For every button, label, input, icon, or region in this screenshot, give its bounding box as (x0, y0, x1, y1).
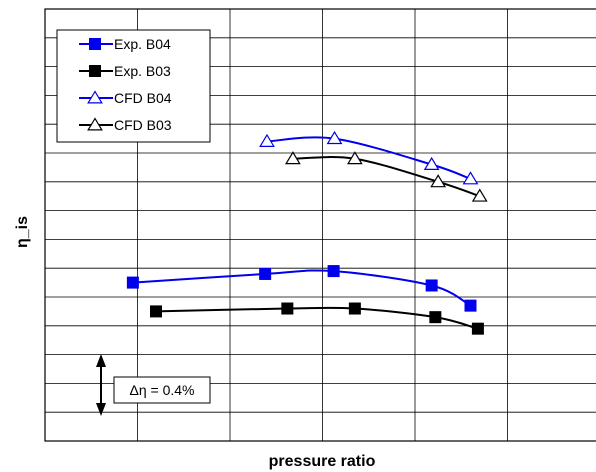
delta-annotation: Δη = 0.4% (96, 354, 211, 416)
data-point-cfd-b03 (430, 174, 447, 188)
plot-frame (44, 8, 596, 442)
data-point-exp-b03 (471, 322, 484, 335)
data-point-cfd-b04 (423, 156, 440, 170)
data-point-cfd-b04 (259, 133, 275, 147)
legend: Exp. B04 Exp. B03 CFD B04 CFD B03 (56, 29, 211, 143)
data-point-cfd-b04 (326, 130, 343, 145)
x-axis-label: pressure ratio (269, 453, 376, 470)
delta-label: Δη = 0.4% (129, 382, 194, 398)
delta-label-box (113, 376, 211, 404)
legend-box (56, 29, 211, 143)
series-layer (126, 130, 488, 335)
delta-arrow-head-top (96, 354, 106, 367)
data-point-exp-b03 (429, 311, 442, 324)
legend-item-exp-b04: Exp. B04 (79, 36, 171, 52)
data-point-exp-b03 (150, 305, 162, 318)
y-axis-label: η_is (14, 216, 31, 248)
data-point-exp-b04 (327, 265, 340, 278)
series-cfd-b04 (259, 130, 479, 185)
data-point-exp-b03 (348, 302, 361, 315)
delta-arrow-head-bottom (96, 403, 106, 416)
legend-swatch-marker (87, 90, 103, 104)
legend-item-exp-b03: Exp. B03 (79, 63, 171, 79)
series-exp-b04 (126, 265, 477, 312)
data-point-exp-b04 (464, 299, 477, 312)
series-exp-b03 (150, 302, 484, 335)
legend-items: Exp. B04 Exp. B03 CFD B04 CFD B03 (79, 36, 172, 133)
data-point-exp-b04 (425, 279, 438, 292)
legend-item-cfd-b04: CFD B04 (79, 90, 172, 106)
series-line-cfd-b04 (266, 136, 471, 180)
legend-swatch-marker (89, 65, 101, 77)
data-point-exp-b04 (126, 276, 139, 289)
legend-label: Exp. B04 (114, 36, 171, 52)
data-point-exp-b04 (259, 267, 272, 280)
data-point-exp-b03 (281, 302, 294, 315)
data-point-cfd-b03 (346, 151, 363, 165)
legend-swatch-marker (87, 117, 103, 131)
data-point-cfd-b04 (462, 171, 479, 185)
series-cfd-b03 (285, 151, 488, 202)
legend-item-cfd-b03: CFD B03 (79, 117, 172, 133)
legend-label: Exp. B03 (114, 63, 171, 79)
legend-swatch-marker (89, 38, 101, 50)
data-point-cfd-b03 (471, 188, 488, 202)
series-line-exp-b03 (155, 306, 479, 330)
legend-label: CFD B03 (114, 117, 172, 133)
legend-label: CFD B04 (114, 90, 172, 106)
series-line-cfd-b03 (292, 156, 481, 198)
data-point-cfd-b03 (285, 151, 301, 165)
grid (45, 9, 596, 441)
